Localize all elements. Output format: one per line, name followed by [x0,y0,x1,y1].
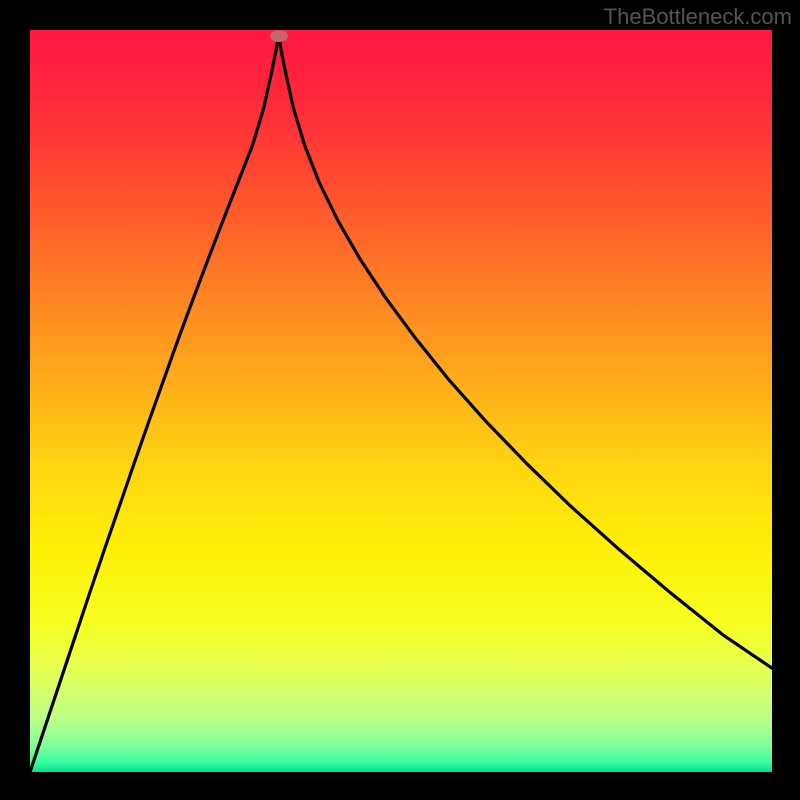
curve-layer [30,30,772,772]
optimum-marker [270,30,288,42]
plot-area [30,30,772,772]
bottleneck-curve [30,34,772,772]
chart-container: TheBottleneck.com [0,0,800,800]
watermark-text: TheBottleneck.com [604,4,792,30]
